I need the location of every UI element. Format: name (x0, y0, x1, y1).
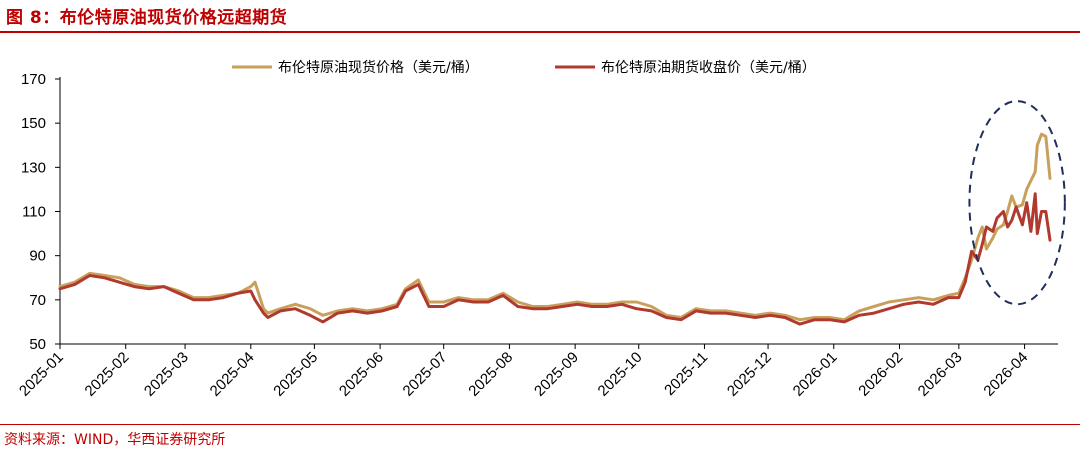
x-tick-label: 2026-01 (790, 349, 841, 400)
highlight-ellipse (968, 100, 1066, 306)
x-tick-label: 2025-09 (531, 349, 582, 400)
y-tick-label: 70 (29, 292, 46, 309)
axes: 50 70 90 110 130 150 170 2025-01 2025-02 2025-03 2… (16, 71, 1058, 400)
legend-label: 布伦特原油现货价格（美元/桶） (278, 59, 479, 76)
x-tick-label: 2025-05 (270, 349, 321, 400)
x-tick-label: 2025-04 (207, 349, 258, 400)
x-tick-label: 2025-12 (724, 349, 775, 400)
y-tick-label: 150 (21, 115, 46, 132)
annotation-layer (968, 100, 1066, 306)
futures-close-line (58, 192, 1052, 326)
y-tick-label: 90 (29, 248, 46, 265)
x-tick-label: 2025-10 (595, 349, 646, 400)
x-tick-label: 2026-04 (980, 349, 1031, 400)
x-tick-label: 2025-06 (336, 349, 387, 400)
spot-price-line (58, 132, 1052, 322)
y-tick-label: 130 (21, 159, 46, 176)
footer-rule (0, 424, 1080, 425)
y-tick-label: 170 (21, 71, 46, 88)
x-tick-label: 2025-02 (82, 349, 133, 400)
legend-label: 布伦特原油期货收盘价（美元/桶） (601, 59, 816, 76)
x-tick-label: 2026-03 (915, 349, 966, 400)
y-tick-label: 50 (29, 336, 46, 353)
x-tick-label: 2025-11 (661, 349, 711, 399)
y-tick-label: 110 (22, 204, 46, 221)
x-tick-label: 2025-08 (465, 349, 516, 400)
title-rule (0, 31, 1080, 33)
legend: 布伦特原油现货价格（美元/桶） 布伦特原油期货收盘价（美元/桶） (232, 59, 816, 76)
x-tick-label: 2025-01 (16, 349, 67, 400)
x-tick-label: 2025-07 (400, 349, 451, 400)
series-layer (58, 132, 1052, 326)
figure-title: 图 8：布伦特原油现货价格远超期货 (6, 8, 288, 28)
x-tick-label: 2026-02 (855, 349, 906, 400)
x-tick-label: 2025-03 (141, 349, 192, 400)
source-note: 资料来源：WIND，华西证券研究所 (4, 432, 226, 448)
brent-price-chart: 50 70 90 110 130 150 170 2025-01 2025-02 2025-03 2… (16, 59, 1066, 400)
